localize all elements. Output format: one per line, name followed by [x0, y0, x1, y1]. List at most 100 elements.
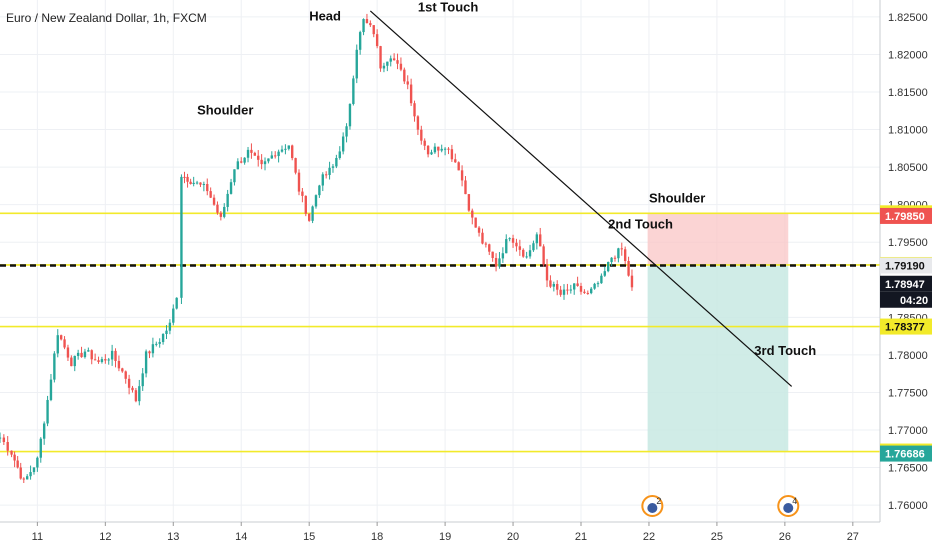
candle-body	[389, 58, 392, 62]
candle-body	[16, 460, 19, 468]
event-count: 2	[656, 496, 661, 506]
stop-loss-zone[interactable]	[647, 213, 789, 265]
candle-body	[199, 182, 202, 185]
candle-body	[76, 352, 80, 356]
candle-body	[110, 350, 114, 360]
price-tick-label: 1.78000	[888, 350, 928, 362]
bar-countdown-background	[880, 291, 932, 308]
candle-body	[471, 210, 474, 218]
candle-body	[195, 182, 199, 184]
candle-body	[416, 116, 420, 130]
candle-body	[335, 157, 338, 167]
candle-body	[304, 195, 307, 214]
candle-body	[528, 250, 532, 257]
candle-body	[107, 359, 110, 361]
candle-body	[180, 176, 183, 298]
candle-body	[280, 149, 284, 152]
candle-body	[369, 23, 372, 26]
candle-body	[399, 63, 403, 70]
candle-body	[375, 34, 379, 47]
candle-body	[583, 291, 586, 293]
candle-body	[443, 148, 447, 150]
candle-body	[372, 25, 375, 35]
last-price-tag[interactable]: 1.78947	[880, 275, 932, 292]
candle-body	[206, 184, 209, 192]
take-profit-zone[interactable]	[647, 264, 789, 452]
candle-body	[494, 257, 498, 267]
candle-body	[165, 330, 168, 335]
candle-body	[481, 232, 484, 244]
candle-body	[355, 49, 358, 79]
candle-body	[6, 442, 9, 451]
candle-body	[341, 136, 345, 152]
candle-body	[617, 248, 620, 259]
candle-body	[233, 169, 236, 183]
event-count: 4	[792, 496, 797, 506]
pattern-annotation-label: 3rd Touch	[754, 343, 816, 358]
candle-body	[454, 159, 457, 163]
candle-body	[576, 283, 579, 286]
candle-body	[559, 289, 562, 295]
candle-body	[223, 206, 226, 217]
candle-body	[25, 476, 29, 480]
stop-price-tag[interactable]: 1.79850	[880, 207, 932, 224]
candle-body	[562, 289, 566, 295]
level-price-tag-background	[880, 318, 932, 335]
neckline-price-tag[interactable]: 1.79190	[880, 257, 932, 274]
candle-body	[426, 145, 430, 155]
price-tick-label: 1.77500	[888, 387, 928, 399]
candle-body	[263, 161, 267, 165]
candle-body	[192, 182, 195, 184]
candle-body	[314, 195, 318, 207]
candle-body	[379, 46, 382, 69]
target-price-tag[interactable]: 1.76686	[880, 445, 932, 462]
target-price-tag-background	[880, 445, 932, 462]
candle-body	[155, 343, 158, 345]
candle-body	[138, 386, 141, 402]
candle-body	[216, 204, 219, 213]
candle-body	[287, 145, 290, 149]
candle-body	[467, 194, 471, 211]
candle-body	[508, 238, 511, 240]
candle-body	[460, 170, 464, 181]
economic-event-marker[interactable]: 4	[777, 495, 800, 517]
candle-body	[600, 275, 603, 284]
candle-body	[403, 69, 406, 82]
pattern-annotation-label: Head	[309, 9, 341, 24]
candle-body	[260, 159, 263, 165]
candle-body	[413, 103, 416, 117]
candle-body	[556, 283, 559, 290]
economic-event-marker[interactable]: 2	[641, 495, 664, 517]
candle-body	[46, 399, 49, 424]
candle-body	[620, 248, 623, 250]
candle-body	[63, 339, 66, 348]
candle-body	[539, 234, 542, 247]
candle-body	[409, 84, 413, 104]
candle-body	[73, 355, 76, 367]
candle-body	[440, 148, 443, 151]
candle-body	[552, 283, 556, 287]
candle-body	[117, 360, 121, 369]
candle-body	[610, 257, 613, 263]
time-tick-label: 12	[99, 531, 111, 543]
candle-body	[450, 149, 454, 160]
candle-body	[219, 212, 223, 217]
candle-body	[437, 146, 440, 151]
time-tick-label: 25	[711, 531, 723, 543]
candle-body	[124, 371, 127, 379]
candle-body	[19, 467, 22, 479]
level-price-tag[interactable]: 1.78377	[880, 318, 932, 335]
candle-body	[311, 206, 314, 221]
bar-countdown: 04:20	[880, 291, 932, 308]
candle-body	[53, 353, 56, 380]
descending-trendline[interactable]	[369, 10, 793, 387]
candle-body	[39, 438, 42, 458]
candle-body	[274, 155, 277, 157]
pattern-annotation-label: 1st Touch	[418, 0, 478, 15]
candle-body	[613, 257, 617, 259]
time-tick-label: 26	[779, 531, 791, 543]
candle-body	[488, 244, 491, 252]
time-tick-label: 15	[303, 531, 315, 543]
candle-body	[542, 246, 545, 265]
